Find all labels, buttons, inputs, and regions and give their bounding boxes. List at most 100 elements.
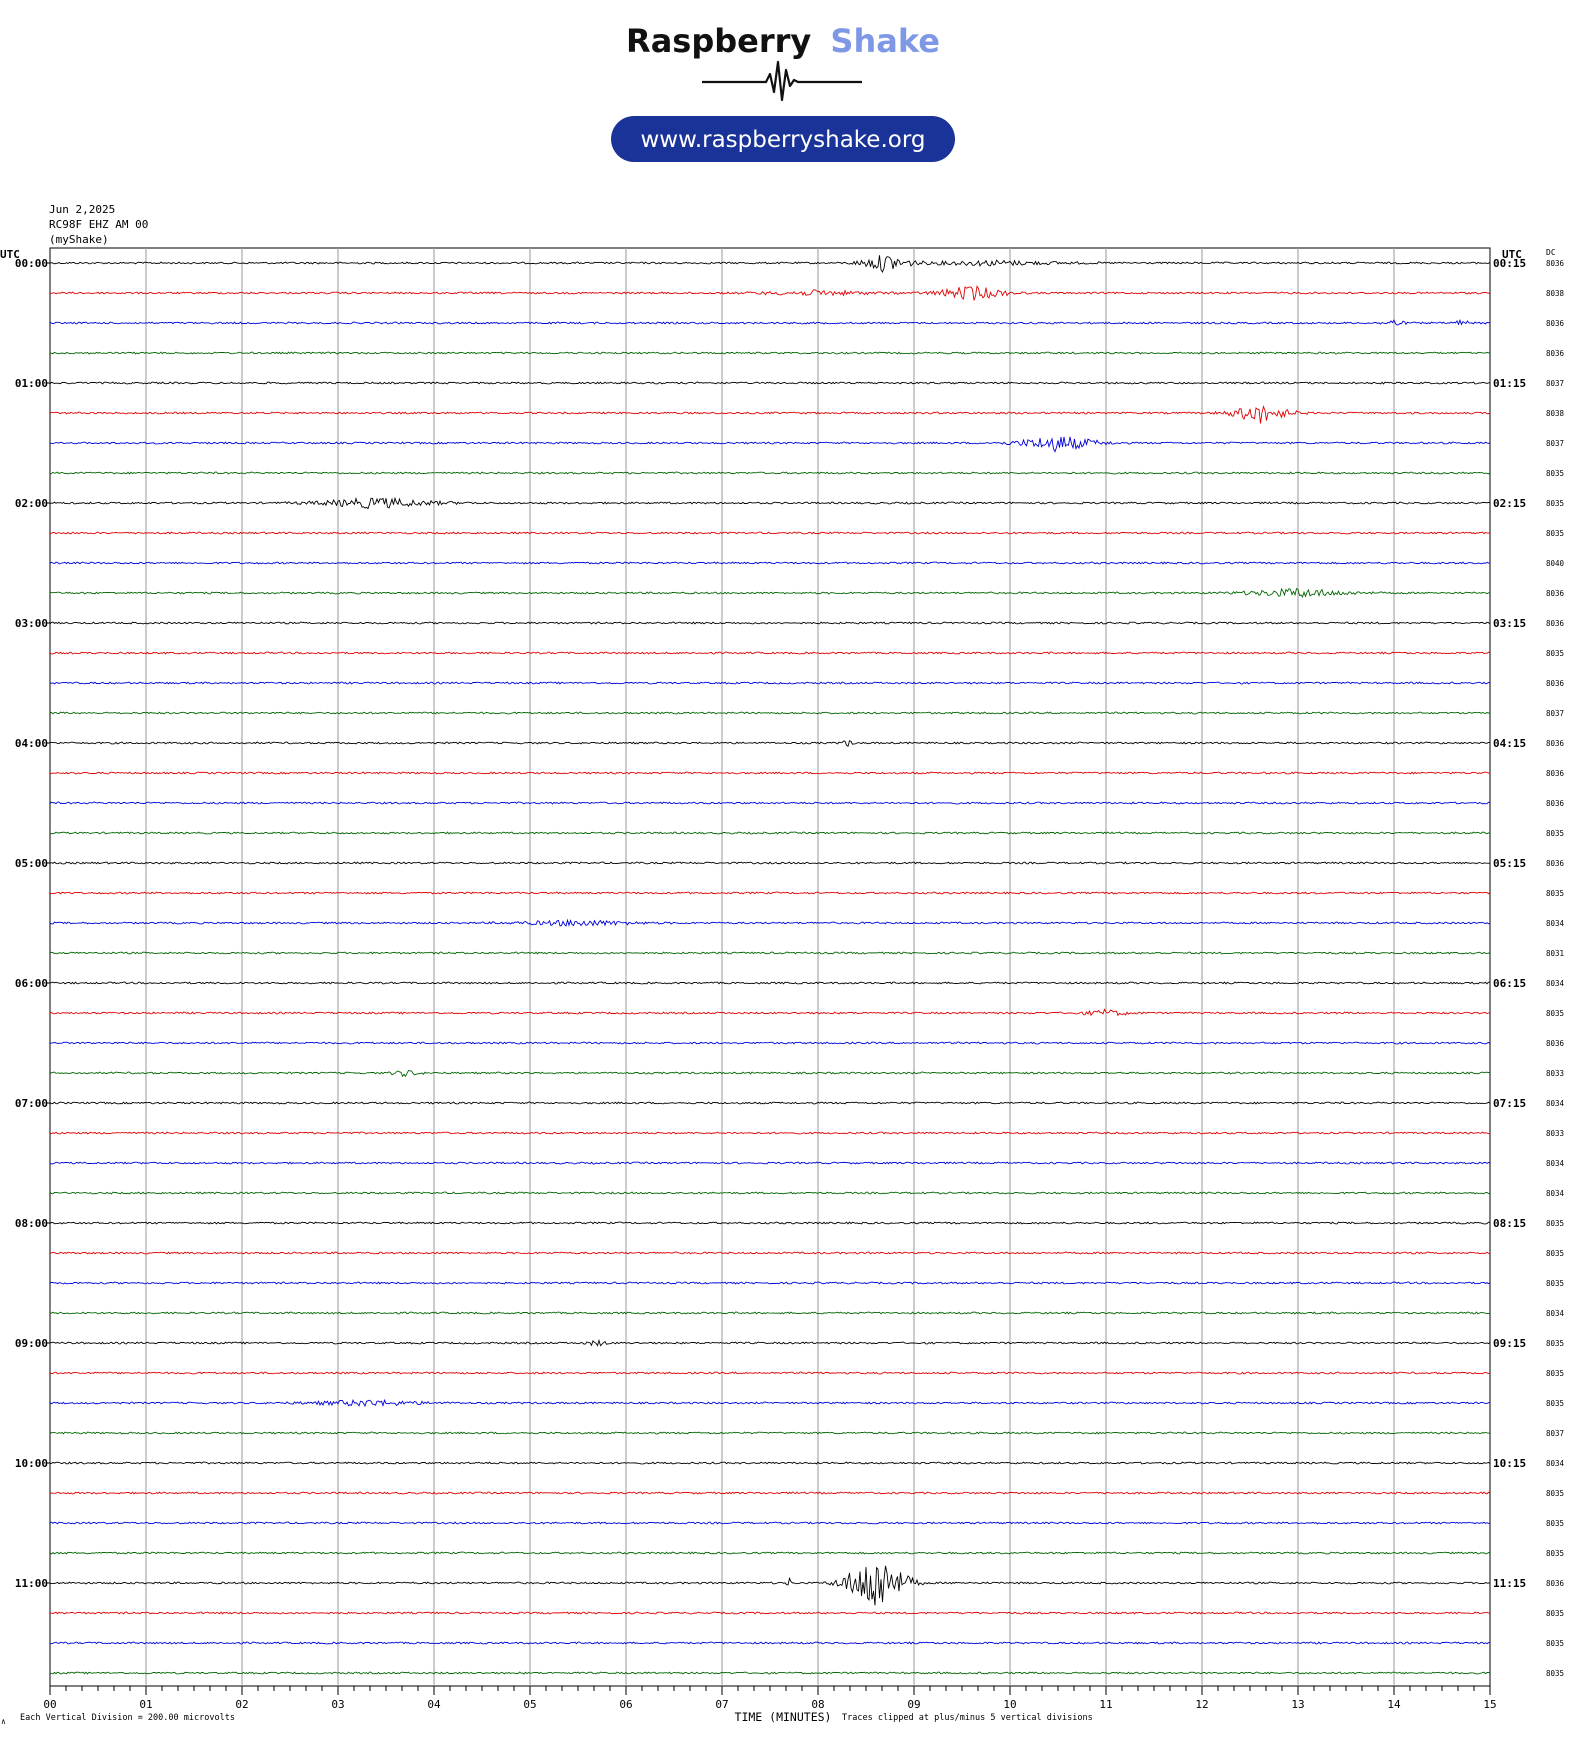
dc-offset-label: 8037 bbox=[1546, 709, 1564, 718]
dc-offset-label: 8034 bbox=[1546, 979, 1565, 988]
seismic-trace bbox=[49, 255, 1491, 273]
dc-offset-label: 8035 bbox=[1546, 1249, 1564, 1258]
dc-offset-label: 8036 bbox=[1546, 1039, 1565, 1048]
seismic-trace bbox=[49, 1461, 1491, 1465]
dc-offset-label: 8038 bbox=[1546, 409, 1565, 418]
seismic-trace bbox=[49, 918, 1491, 927]
seismic-trace bbox=[49, 1191, 1491, 1195]
left-hour-labels: 00:00 01:00 02:00 03:00 04:00 05:00 06:00 07:00… bbox=[15, 257, 50, 1590]
x-axis-ticks: 00 01 02 03 04 05 06 07 08 09 10 11 12 13 14 15 bbox=[43, 1686, 1497, 1711]
dc-offset-label: 8038 bbox=[1546, 289, 1565, 298]
seismic-trace bbox=[49, 981, 1491, 985]
header-network: (myShake) bbox=[49, 233, 109, 246]
footer-left-mark: ∧ bbox=[1, 1717, 6, 1726]
dc-offset-label: 8035 bbox=[1546, 1339, 1564, 1348]
dc-offset-label: 8035 bbox=[1546, 649, 1564, 658]
dc-offset-label: 8035 bbox=[1546, 829, 1564, 838]
seismic-trace bbox=[49, 531, 1491, 535]
dc-label: DC bbox=[1546, 248, 1556, 257]
dc-offset-label: 8036 bbox=[1546, 739, 1565, 748]
clipping-note: Traces clipped at plus/minus 5 vertical … bbox=[842, 1713, 1093, 1723]
seismic-trace bbox=[49, 1431, 1491, 1435]
right-hour-label: 06:15 bbox=[1493, 977, 1526, 990]
x-tick-label: 01 bbox=[139, 1698, 152, 1711]
right-hour-label: 08:15 bbox=[1493, 1217, 1526, 1230]
seismic-trace bbox=[49, 587, 1491, 599]
dc-offset-label: 8036 bbox=[1546, 859, 1565, 868]
left-hour-label: 05:00 bbox=[15, 857, 48, 870]
left-utc-label: UTC bbox=[0, 248, 20, 261]
seismic-trace bbox=[49, 951, 1491, 955]
seismic-trace bbox=[49, 405, 1491, 424]
left-hour-label: 03:00 bbox=[15, 617, 48, 630]
x-tick-label: 12 bbox=[1195, 1698, 1208, 1711]
seismic-trace bbox=[49, 621, 1491, 625]
dc-offset-label: 8034 bbox=[1546, 1309, 1565, 1318]
header-date: Jun 2,2025 bbox=[49, 203, 115, 216]
left-hour-label: 10:00 bbox=[15, 1457, 48, 1470]
right-hour-label: 05:15 bbox=[1493, 857, 1526, 870]
seismic-trace bbox=[49, 1521, 1491, 1525]
dc-offset-label: 8036 bbox=[1546, 769, 1565, 778]
seismic-trace bbox=[49, 1565, 1491, 1606]
right-hour-label: 07:15 bbox=[1493, 1097, 1526, 1110]
x-tick-label: 00 bbox=[43, 1698, 56, 1711]
dc-offset-label: 8033 bbox=[1546, 1129, 1564, 1138]
right-utc-label: UTC bbox=[1502, 248, 1522, 261]
url-pill[interactable] bbox=[611, 116, 955, 162]
seismic-trace bbox=[49, 381, 1491, 385]
raspberry-shake-logo: Raspberry Shake www.raspberryshake.org bbox=[611, 22, 955, 162]
dc-offset-label: 8035 bbox=[1546, 1609, 1564, 1618]
seismic-trace bbox=[49, 711, 1491, 715]
left-hour-label: 11:00 bbox=[15, 1577, 48, 1590]
seismic-trace bbox=[49, 801, 1491, 805]
seismic-trace bbox=[49, 1338, 1491, 1347]
dc-offset-label: 8037 bbox=[1546, 379, 1564, 388]
seismic-trace bbox=[50, 1611, 1491, 1615]
dc-offset-label: 8035 bbox=[1546, 1219, 1564, 1228]
x-tick-label: 10 bbox=[1003, 1698, 1016, 1711]
url-text[interactable]: www.raspberryshake.org bbox=[641, 127, 926, 153]
left-hour-label: 06:00 bbox=[15, 977, 48, 990]
dc-offset-label: 8040 bbox=[1546, 559, 1565, 568]
seismic-traces bbox=[49, 255, 1491, 1675]
dc-offset-label: 8033 bbox=[1546, 1069, 1564, 1078]
dc-offset-label: 8036 bbox=[1546, 1579, 1565, 1588]
dc-offset-label: 8035 bbox=[1546, 1519, 1564, 1528]
seismic-trace bbox=[49, 1311, 1491, 1315]
seismic-trace bbox=[49, 318, 1491, 326]
x-tick-label: 04 bbox=[427, 1698, 441, 1711]
dc-offset-label: 8035 bbox=[1546, 529, 1564, 538]
dc-offset-label: 8035 bbox=[1546, 1639, 1564, 1648]
minute-gridlines bbox=[145, 248, 1395, 1686]
dc-offset-label: 8035 bbox=[1546, 1489, 1564, 1498]
seismic-trace bbox=[49, 1371, 1491, 1375]
seismic-trace bbox=[49, 891, 1491, 895]
seismic-trace bbox=[49, 1008, 1490, 1017]
seismic-trace bbox=[49, 1101, 1491, 1105]
dc-offset-label: 8035 bbox=[1546, 1669, 1564, 1678]
right-hour-label: 04:15 bbox=[1493, 737, 1526, 750]
x-tick-label: 05 bbox=[523, 1698, 536, 1711]
logo-name-dark: Raspberry bbox=[626, 22, 811, 60]
dc-offset-label: 8036 bbox=[1546, 799, 1565, 808]
dc-offset-label: 8035 bbox=[1546, 499, 1564, 508]
seismic-trace bbox=[49, 740, 1491, 748]
seismic-trace bbox=[50, 285, 1491, 301]
seismic-trace bbox=[49, 471, 1491, 475]
dc-offset-label: 8035 bbox=[1546, 1399, 1564, 1408]
seismic-trace bbox=[49, 561, 1491, 565]
dc-offset-label: 8036 bbox=[1546, 319, 1565, 328]
dc-offset-label: 8034 bbox=[1546, 1099, 1565, 1108]
svg-text:Raspberry Shake: Raspberry Shake bbox=[626, 22, 940, 60]
logo-name-accent: Shake bbox=[830, 22, 940, 60]
seismic-trace bbox=[49, 1398, 1491, 1408]
left-hour-label: 02:00 bbox=[15, 497, 48, 510]
seismic-trace bbox=[49, 496, 1491, 510]
seismic-trace bbox=[49, 1161, 1491, 1165]
right-hour-label: 10:15 bbox=[1493, 1457, 1526, 1470]
x-tick-label: 07 bbox=[715, 1698, 728, 1711]
x-tick-label: 11 bbox=[1099, 1698, 1112, 1711]
right-hour-label: 02:15 bbox=[1493, 497, 1526, 510]
